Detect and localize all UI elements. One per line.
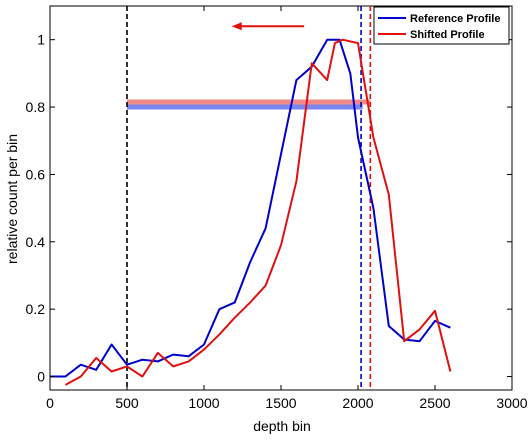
- x-tick-label: 0: [46, 395, 54, 411]
- y-tick-label: 0.8: [26, 99, 46, 115]
- legend-label: Shifted Profile: [410, 29, 485, 41]
- y-tick-label: 1: [37, 32, 45, 48]
- y-tick-label: 0.6: [26, 166, 46, 182]
- x-axis-label: depth bin: [253, 418, 311, 434]
- x-tick-label: 2500: [419, 395, 450, 411]
- plot-area: [49, 5, 513, 391]
- x-tick-label: 1500: [265, 395, 296, 411]
- y-tick-label: 0: [37, 369, 45, 385]
- y-axis-label: relative count per bin: [4, 134, 20, 264]
- x-tick-label: 1000: [188, 395, 219, 411]
- series-reference-line: [50, 38, 451, 378]
- ticks-layer: 0 500 1000 1500 2000 2500 3000 0 0.2 0.4 0.6 0.8 1: [26, 6, 528, 411]
- series-shifted-line: [64, 38, 452, 386]
- legend: Reference Profile Shifted Profile: [373, 6, 510, 45]
- x-tick-label: 3000: [496, 395, 527, 411]
- shift-arrow-head-icon: [231, 22, 242, 31]
- series-layer: [50, 6, 452, 390]
- x-tick-label: 500: [115, 395, 139, 411]
- legend-box: [373, 6, 510, 45]
- legend-label: Reference Profile: [410, 13, 500, 25]
- y-tick-label: 0.2: [26, 301, 46, 317]
- x-tick-label: 2000: [342, 395, 373, 411]
- y-tick-label: 0.4: [26, 234, 46, 250]
- axes-frame: [49, 5, 513, 391]
